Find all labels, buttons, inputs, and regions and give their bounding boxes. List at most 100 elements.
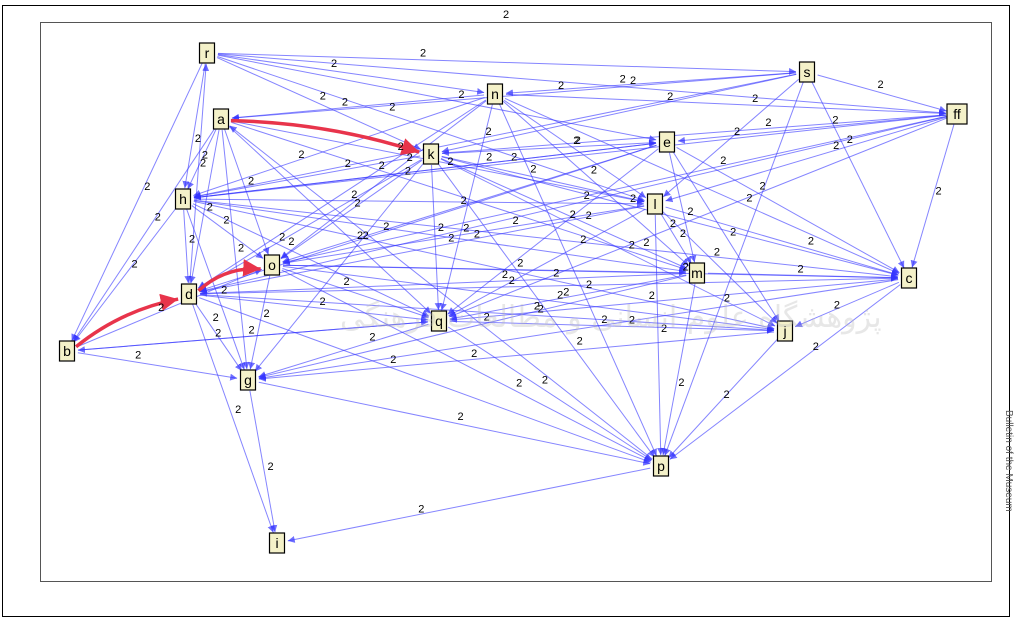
edge-weight-n-a: 2 xyxy=(342,96,348,108)
edge-weight-h-m: 2 xyxy=(474,228,480,240)
node-ff[interactable]: ff xyxy=(946,103,968,125)
edge-h-d xyxy=(183,209,192,284)
edge-weight-j-g: 2 xyxy=(471,348,477,360)
edge-s-n xyxy=(505,72,797,97)
edge-r-b xyxy=(71,62,203,342)
edge-weight-c-g: 2 xyxy=(601,314,607,326)
edge-j-g xyxy=(258,331,775,382)
edge-weight-e-o: 2 xyxy=(461,195,467,207)
node-g[interactable]: g xyxy=(239,369,257,391)
edge-weight-ff-k: 2 xyxy=(765,117,771,129)
edge-weight-c-p: 2 xyxy=(813,341,819,353)
node-box-i xyxy=(268,532,286,554)
node-l[interactable]: l xyxy=(646,193,664,215)
edge-k-j xyxy=(440,158,776,327)
figure-frame xyxy=(2,5,1010,617)
node-e[interactable]: e xyxy=(658,131,676,153)
node-i[interactable]: i xyxy=(268,532,286,554)
edge-weight-r-s: 2 xyxy=(420,48,426,60)
node-d[interactable]: d xyxy=(180,283,198,305)
node-label-b: b xyxy=(63,343,71,359)
node-c[interactable]: c xyxy=(900,267,918,289)
edge-weight-d-q: 2 xyxy=(320,296,326,308)
edge-ff-d xyxy=(199,116,947,294)
edge-weight-o-p: 2 xyxy=(516,378,522,390)
edge-weight-labels: 2 2 2 2 2 2 2 2 2 2 2 2 2 2 2 2 2 2 2 2 2 2 2 2 2 2 2 2 2 2 2 2 2 2 2 2 2 2 2 2… xyxy=(131,48,941,516)
edge-weight-r-l: 2 xyxy=(389,101,395,113)
edge-weight-s-n: 2 xyxy=(620,73,626,85)
edge-o-p xyxy=(281,269,652,462)
node-box-s xyxy=(798,61,816,83)
edge-m-q xyxy=(449,274,687,322)
edge-o-j xyxy=(282,265,775,333)
edge-h-l xyxy=(193,198,645,208)
node-label-o: o xyxy=(268,257,276,273)
graph-panel: 2 2 2 2 2 2 2 2 2 2 2 2 2 2 2 2 2 2 2 2 2 2 2 2 2 2 2 2 2 2 2 2 2 2 2 2 2 2 2 2… xyxy=(40,22,992,582)
edge-weight-h-o: 2 xyxy=(223,215,229,227)
node-label-h: h xyxy=(179,191,187,207)
edge-e-q xyxy=(447,148,659,315)
edge-d-i xyxy=(192,304,275,533)
edge-s-ff xyxy=(817,74,947,113)
edge-weight-ff-e: 2 xyxy=(832,114,838,126)
edge-q-j xyxy=(449,320,775,334)
node-a[interactable]: a xyxy=(212,108,230,130)
edge-weight-k-c: 2 xyxy=(630,193,636,205)
edge-h-j xyxy=(193,200,775,331)
node-h[interactable]: h xyxy=(174,188,192,210)
edge-weight-q-b: 2 xyxy=(215,327,221,339)
node-label-q: q xyxy=(435,313,443,329)
edge-d-q xyxy=(199,294,429,323)
edge-s-a xyxy=(231,72,797,122)
edge-weight-c-j: 2 xyxy=(834,299,840,311)
node-s[interactable]: s xyxy=(798,61,816,83)
edge-s-k xyxy=(441,73,797,154)
highlighted-path-layer xyxy=(74,118,420,349)
edge-weight-g-i: 2 xyxy=(268,461,274,473)
node-label-p: p xyxy=(657,458,665,474)
edge-weight-n-ff: 2 xyxy=(752,93,758,105)
edge-weight-m-p: 2 xyxy=(678,377,684,389)
node-m[interactable]: m xyxy=(688,262,706,284)
edge-n-ff xyxy=(505,93,947,117)
node-r[interactable]: r xyxy=(198,42,216,64)
node-o[interactable]: o xyxy=(263,254,281,276)
edge-weight-a-q: 2 xyxy=(357,230,363,242)
edge-weight-r-ff: 2 xyxy=(630,75,636,87)
edge-r-s xyxy=(217,52,797,75)
node-j[interactable]: j xyxy=(776,320,794,342)
edge-k-e xyxy=(441,139,657,154)
edge-weight-ff-h: 2 xyxy=(511,151,517,163)
edge-weight-q-g: 2 xyxy=(369,331,375,343)
node-label-d: d xyxy=(185,286,193,302)
edge-h-e xyxy=(193,140,657,199)
edge-weight-n-l: 2 xyxy=(575,135,581,147)
edge-n-l xyxy=(503,99,647,199)
network-graph: 2 2 2 2 2 2 2 2 2 2 2 2 2 2 2 2 2 2 2 2 2 2 2 2 2 2 2 2 2 2 2 2 2 2 2 2 2 2 2 2… xyxy=(58,42,968,554)
edge-weight-a-g: 2 xyxy=(238,243,244,255)
edge-l-p xyxy=(654,214,665,456)
node-k[interactable]: k xyxy=(422,143,440,165)
edge-weight-a-m: 2 xyxy=(405,166,411,178)
edge-r-l xyxy=(217,56,645,202)
edge-weight-m-g: 2 xyxy=(534,301,540,313)
edge-weight-ff-o: 2 xyxy=(720,155,726,167)
edge-d-p xyxy=(199,297,651,464)
edge-weight-k-l: 2 xyxy=(530,164,536,176)
edge-q-p xyxy=(447,326,653,461)
edge-s-p xyxy=(663,82,804,456)
edge-weight-n-m: 2 xyxy=(591,164,597,176)
edge-weight-c-q: 2 xyxy=(649,290,655,302)
edge-weight-ff-c: 2 xyxy=(936,186,942,198)
node-label-k: k xyxy=(428,146,436,162)
node-p[interactable]: p xyxy=(652,455,670,477)
node-n[interactable]: n xyxy=(486,83,504,105)
edge-weight-r-h: 2 xyxy=(195,133,201,145)
node-q[interactable]: q xyxy=(430,310,448,332)
edge-k-c xyxy=(441,156,899,277)
node-b[interactable]: b xyxy=(58,340,76,362)
edge-l-d xyxy=(199,205,645,295)
edge-weight-o-g: 2 xyxy=(263,308,269,320)
edge-weight-m-c: 2 xyxy=(798,263,804,275)
node-label-r: r xyxy=(205,45,210,61)
